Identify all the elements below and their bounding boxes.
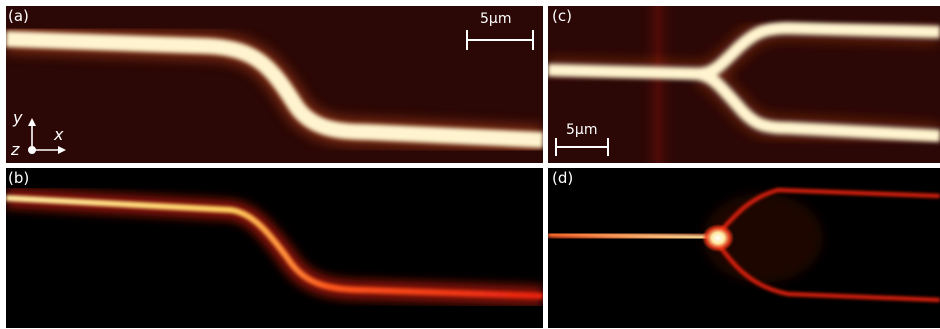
panel-b-optical-field: (b) (6, 168, 543, 328)
scale-bar-label: 5μm (566, 122, 598, 138)
panel-c-image (548, 6, 940, 163)
field-input-d (548, 231, 709, 241)
field-hotspot-d (702, 224, 734, 252)
axis-x-label: x (54, 125, 64, 144)
panel-c-topography: (c) 5μm (548, 6, 940, 163)
panel-a-topography: (a) 5μm y x z (6, 6, 543, 163)
scale-bar (466, 30, 534, 50)
panel-d-optical-field: (d) (548, 168, 940, 328)
panel-label: (c) (552, 7, 572, 25)
panel-d-image (548, 168, 940, 328)
panel-b-image (6, 168, 543, 328)
panel-label: (a) (8, 7, 29, 25)
panel-label: (b) (8, 169, 30, 187)
axis-z-label: z (11, 140, 20, 159)
axis-indicator (28, 118, 66, 154)
scale-bar-label: 5μm (480, 11, 512, 27)
field-core-b (6, 195, 543, 299)
waveguide-c (548, 15, 940, 148)
panel-a-image (6, 6, 543, 163)
scale-bar (555, 138, 609, 156)
waveguide-a (6, 31, 543, 148)
axis-y-label: y (13, 108, 23, 127)
panel-label: (d) (552, 169, 574, 187)
